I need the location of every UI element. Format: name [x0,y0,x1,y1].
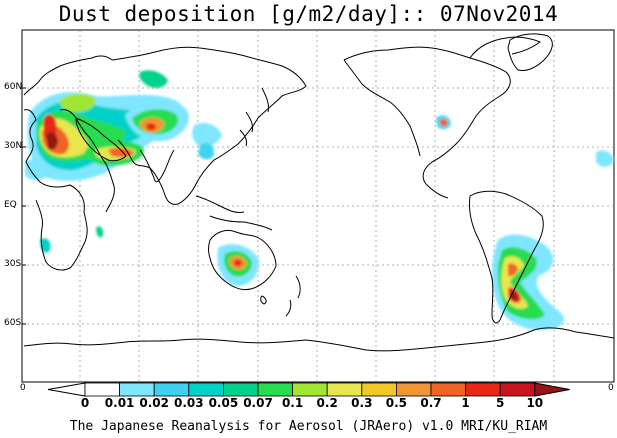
colorbar-tick-label: 0.03 [173,396,204,410]
colorbar-bin [499,382,536,397]
lon-label-right: 0 [608,383,614,393]
colorbar-bin [326,382,363,397]
colorbar-bin [292,382,328,397]
colorbar-bin [465,382,501,397]
lat-label-60s: 60S [4,318,22,328]
colorbar-tick-label: 0.01 [104,396,135,410]
lat-label-30n: 30N [4,141,23,151]
colorbar-tick-label: 0.02 [139,396,169,410]
colorbar-bin [395,382,432,397]
colorbar-bin [361,382,397,397]
colorbar-tick-label: 0.1 [281,396,304,410]
colorbar-tick-label: 10 [526,396,544,410]
lat-label-30s: 30S [4,259,22,269]
colorbar-tick-label: 0.3 [351,396,373,410]
colorbar-tick-label: 0.05 [208,396,239,410]
colorbar-tick-label: 0.2 [316,396,338,410]
colorbar-bin [153,382,190,397]
map-title: Dust deposition [g/m2/day]:: 07Nov2014 [58,2,559,26]
colorbar-tick-label: 0.07 [243,396,273,410]
colorbar-bin [430,382,466,397]
colorbar-bin [84,382,120,397]
lat-label-eq: EQ [4,200,17,210]
colorbar-tick-label: 0 [80,396,90,410]
colorbar-tick-label: 0.7 [420,396,442,410]
colorbar-tick-label: 0.5 [385,396,408,410]
credit-line: The Japanese Reanalysis for Aerosol (JRA… [69,419,548,434]
lon-label-left: 0 [20,383,26,393]
colorbar-bin [222,382,259,397]
coastlines [23,33,615,352]
colorbar-bin [119,382,155,397]
colorbar-under-arrow [47,382,86,397]
dust-field [25,70,614,330]
colorbar-bin [257,382,293,397]
colorbar-over-arrow [534,382,570,397]
graticule [22,30,614,382]
lat-ticks [22,87,26,325]
lat-label-60n: 60N [4,82,23,92]
colorbar-tick-label: 5 [496,396,505,410]
colorbar-tick-label: 1 [461,396,470,410]
colorbar-bin [188,382,224,397]
